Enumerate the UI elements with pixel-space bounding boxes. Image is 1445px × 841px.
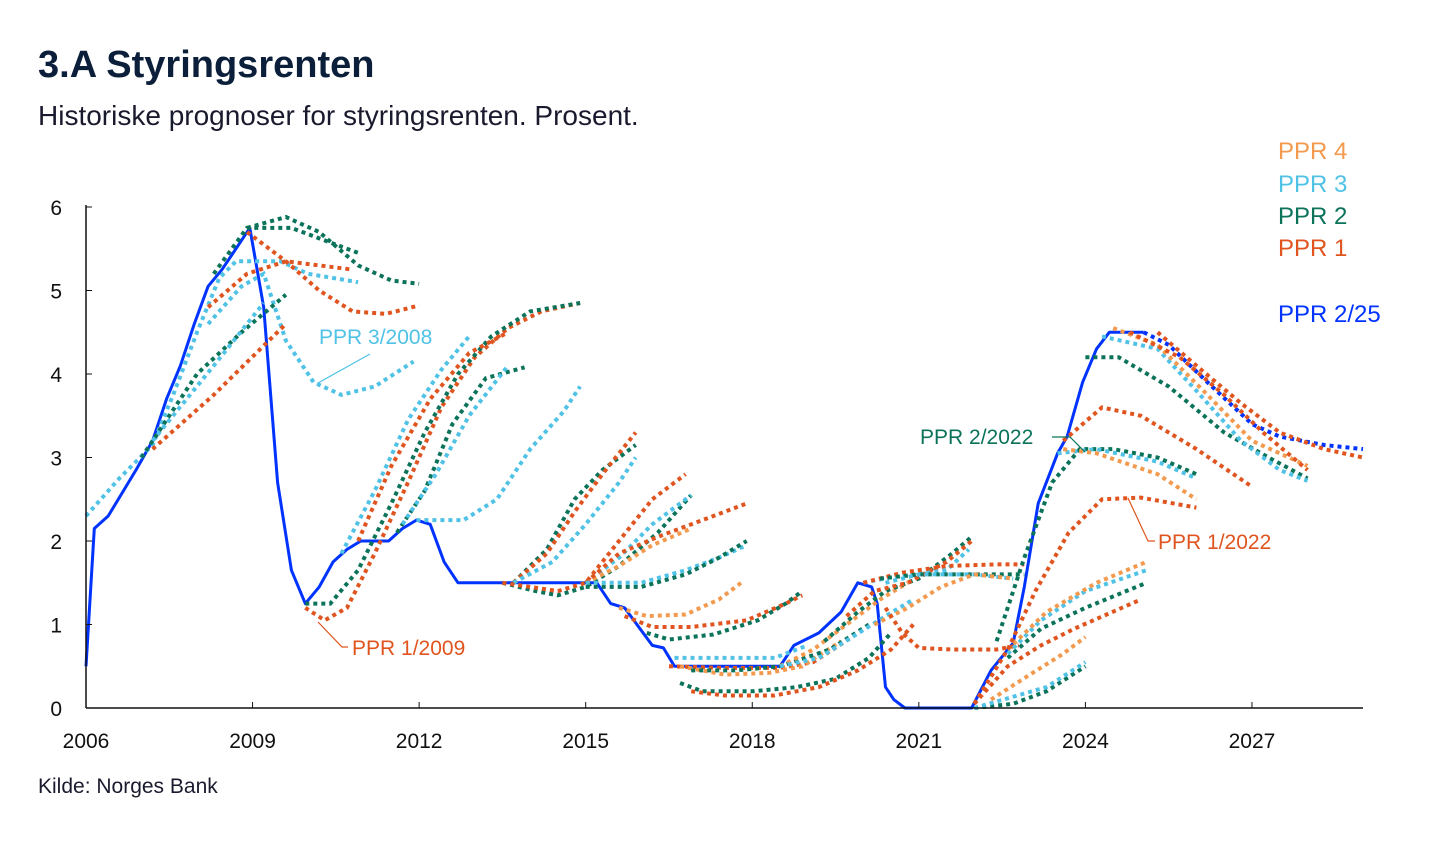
forecast-line-ppr-3-59 — [1101, 334, 1309, 483]
annotation-ppr1-2009: PPR 1/2009 — [352, 637, 465, 660]
legend-ppr-2-25: PPR 2/25 — [1278, 301, 1381, 328]
forecast-line-ppr-2-38 — [823, 535, 973, 643]
y-tick-label: 6 — [50, 197, 62, 220]
legend-ppr3: PPR 3 — [1278, 171, 1347, 198]
x-tick-label: 2018 — [729, 730, 776, 753]
annotation-ppr1-2022: PPR 1/2022 — [1158, 531, 1271, 554]
forecast-line-ppr-1-28 — [623, 593, 804, 629]
forecast-line-ppr-1-62 — [1156, 330, 1364, 460]
forecast-line-ppr-1-18 — [512, 431, 638, 585]
forecast-line-ppr-3-47 — [973, 660, 1087, 710]
chart-subtitle: Historiske prognoser for styringsrenten.… — [38, 100, 639, 131]
annotation-leader-ppr1-2022 — [1127, 497, 1155, 542]
forecast-line-ppr-3-30 — [674, 643, 809, 660]
forecast-line-ppr-3-51 — [1006, 568, 1148, 656]
forecast-line-ppr-2-2022-54 — [994, 447, 1198, 642]
x-tick-label: 2027 — [1229, 730, 1276, 753]
y-tick-label: 3 — [50, 448, 62, 471]
legend: PPR 4 PPR 3 PPR 2 PPR 1 PPR 2/25 — [1278, 138, 1381, 328]
y-tick-label: 5 — [50, 281, 62, 304]
annotation-leader-ppr3-2008 — [317, 353, 371, 384]
x-tick-label: 2015 — [562, 730, 609, 753]
forecast-line-ppr-4-27 — [618, 581, 743, 619]
forecast-line-ppr-3-55 — [1057, 447, 1198, 481]
forecast-line-ppr-1-4 — [245, 230, 420, 316]
x-tick-label: 2021 — [895, 730, 942, 753]
forecast-line-ppr-1-61 — [1128, 330, 1309, 472]
forecast-line-ppr-2-3 — [246, 214, 420, 286]
annotation-ppr3-2008: PPR 3/2008 — [319, 326, 432, 349]
y-tick-label: 4 — [50, 364, 62, 387]
y-tick-label: 0 — [50, 698, 62, 721]
forecast-line-ppr-1-49 — [972, 597, 1142, 706]
forecast-line-ppr-2-58 — [1085, 355, 1309, 481]
forecast-line-ppr-2-26 — [585, 539, 748, 589]
forecast-line-ppr-1-2022-53 — [972, 495, 1197, 705]
forecast-line-ppr-4-48 — [989, 635, 1087, 702]
forecast-line-ppr-2-34 — [679, 631, 893, 694]
forecast-line-ppr-2-46 — [974, 664, 1087, 710]
forecast-line-ppr-4-60 — [1112, 326, 1309, 468]
annotation-ppr2-2022: PPR 2/2022 — [920, 426, 1033, 449]
forecast-line-ppr-3-37 — [779, 597, 915, 669]
forecast-line-ppr-3-16 — [416, 385, 582, 523]
annotations: PPR 3/2008 PPR 1/2009 PPR 2/2022 PPR 1/2… — [317, 326, 1271, 660]
forecast-line-ppr-2-29 — [646, 589, 804, 642]
forecast-line-ppr-2-17 — [512, 443, 637, 585]
chart-title: 3.A Styringsrenten — [38, 44, 375, 86]
forecast-line-ppr-4-36 — [779, 581, 909, 669]
series-layer — [84, 214, 1364, 710]
forecast-line-ppr-1-5 — [206, 259, 353, 309]
axes: 0 1 2 3 4 5 6 2006 2009 2012 2015 2018 2021 2024 2027 — [50, 197, 1363, 753]
forecast-line-ppr-2-12 — [305, 301, 581, 606]
forecast-line-ppr-1-13 — [356, 330, 509, 542]
forecast-line-ppr-3-43 — [885, 572, 1014, 585]
y-tick-label: 1 — [50, 615, 62, 638]
actual-policy-rate-line — [84, 226, 1144, 710]
forecast-line-ppr-1-39 — [845, 539, 973, 618]
forecast-line-ppr-4-23 — [584, 526, 692, 585]
forecast-line-ppr-2-20 — [501, 493, 693, 598]
forecast-line-ppr-4-52 — [1006, 560, 1148, 651]
forecast-line-ppr-3-8 — [151, 301, 266, 443]
x-tick-label: 2012 — [396, 730, 443, 753]
forecast-line-ppr-4-56 — [1062, 447, 1198, 501]
forecast-line-ppr-1-9 — [151, 322, 288, 451]
x-tick-label: 2006 — [63, 730, 110, 753]
forecast-line-ppr-3-22 — [584, 493, 693, 585]
x-tick-label: 2024 — [1062, 730, 1109, 753]
x-tick-label: 2009 — [229, 730, 276, 753]
forecast-line-ppr-1-2009-11 — [304, 301, 581, 623]
forecast-line-ppr-3-25 — [585, 543, 748, 585]
legend-ppr1: PPR 1 — [1278, 235, 1347, 262]
annotation-leader-ppr1-2009 — [317, 621, 348, 648]
y-tick-label: 2 — [50, 531, 62, 554]
annotation-leader-ppr2-2022 — [1052, 436, 1086, 453]
forecast-line-ppr-2-25-0 — [1142, 330, 1364, 452]
forecast-line-ppr-3-1 — [84, 259, 359, 518]
forecast-line-ppr-4-44 — [873, 572, 1014, 627]
forecast-line-ppr-1-57 — [1061, 405, 1254, 489]
forecast-line-ppr-1-35 — [690, 623, 915, 698]
legend-ppr2: PPR 2 — [1278, 203, 1347, 230]
forecast-line-ppr-4-32 — [679, 639, 843, 677]
forecast-line-ppr-2-42 — [879, 572, 1025, 581]
chart-source: Kilde: Norges Bank — [38, 775, 218, 798]
forecast-line-ppr-2-7 — [139, 293, 288, 459]
legend-ppr4: PPR 4 — [1278, 138, 1347, 165]
forecast-line-ppr-1-45 — [883, 606, 1020, 652]
forecast-line-ppr-3-2008-6 — [206, 270, 415, 398]
